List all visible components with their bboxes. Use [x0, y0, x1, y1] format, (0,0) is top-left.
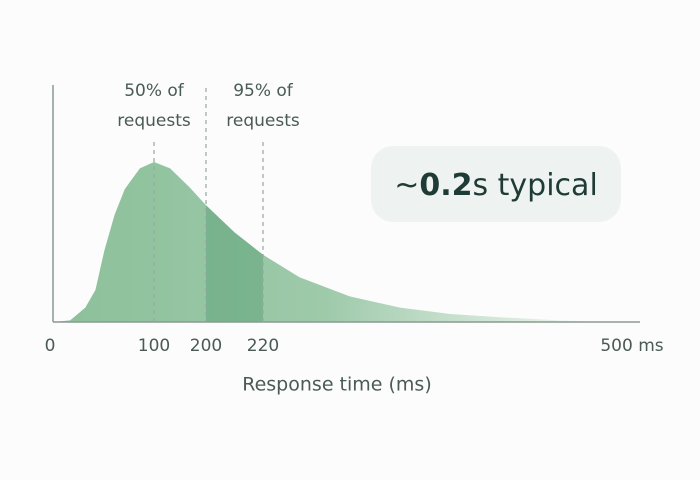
- x-tick-label: 0: [45, 336, 56, 356]
- x-tick-label: 200: [190, 336, 222, 356]
- badge-text: ~0.2s typical: [394, 168, 598, 203]
- x-tick-label: 100: [138, 336, 170, 356]
- x-tick-label: 500 ms: [600, 336, 663, 356]
- annotation-line: requests: [226, 111, 300, 131]
- x-tick-label: 220: [247, 336, 279, 356]
- x-axis-label: Response time (ms): [242, 374, 432, 396]
- annotation: 50% of requests: [117, 81, 191, 131]
- annotation-line: 50% of: [124, 81, 185, 101]
- badge-value: 0.2: [419, 168, 472, 203]
- annotation-line: 95% of: [233, 81, 294, 101]
- badge-prefix: ~: [394, 168, 419, 203]
- density-area: [53, 162, 600, 322]
- annotation-line: requests: [117, 111, 191, 131]
- badge: [371, 146, 621, 222]
- highlight-area: [206, 205, 263, 322]
- badge-suffix: s typical: [473, 168, 598, 203]
- annotation: 95% of requests: [226, 81, 300, 131]
